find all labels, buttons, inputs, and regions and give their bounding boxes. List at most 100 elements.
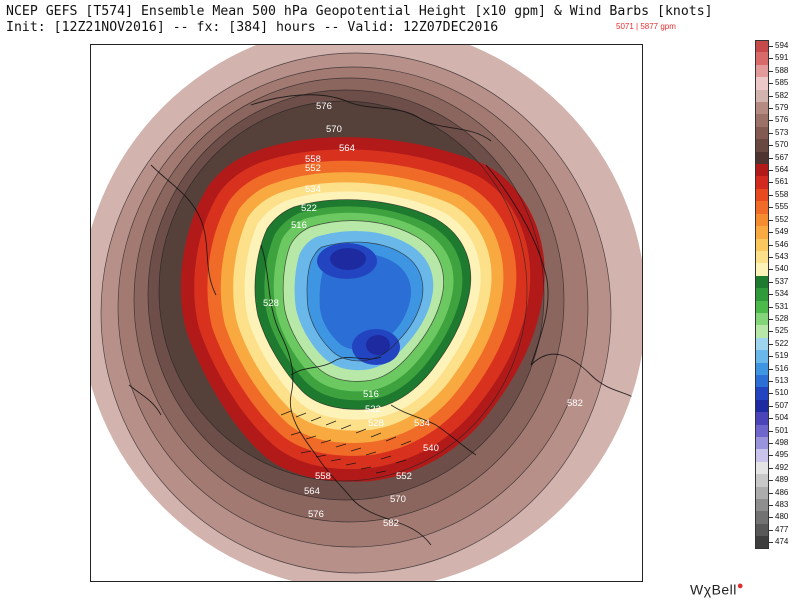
colorbar-swatch [755,337,769,351]
colorbar-label: 579 [775,103,789,113]
colorbar-tick [769,83,773,85]
colorbar-tick [769,318,773,320]
colorbar-tick [769,182,773,184]
colorbar-swatch [755,424,769,437]
colorbar-label: 510 [775,388,789,398]
colorbar-level: 489 [755,474,803,487]
colorbar-tick [769,306,773,308]
colorbar-level: 543 [755,250,803,264]
colorbar-tick [769,480,773,482]
wxbell-logo: WχBell● [690,580,744,598]
colorbar-level: 570 [755,139,803,152]
colorbar-level: 516 [755,362,803,375]
colorbar-level: 537 [755,275,803,289]
colorbar-swatch [755,437,769,450]
colorbar-tick [769,418,773,420]
colorbar-tick [769,232,773,234]
wind-barbs [280,410,412,474]
colorbar-tick [769,294,773,296]
colorbar-swatch [755,387,769,400]
colorbar-level: 585 [755,77,803,90]
colorbar-swatch [755,325,769,338]
colorbar-level: 519 [755,350,803,363]
colorbar-tick [769,443,773,444]
colorbar-swatch [755,412,769,425]
colorbar-tick [769,455,773,457]
colorbar-swatch [755,263,769,276]
colorbar-swatch [755,362,769,375]
colorbar-level: 546 [755,238,803,251]
contour-label: 516 [363,389,379,400]
colorbar-swatch [755,486,769,500]
colorbar-tick [769,331,773,333]
colorbar-tick [769,368,773,370]
colorbar-label: 525 [775,326,789,336]
colorbar-tick [769,356,773,358]
contour-label: 564 [339,143,355,154]
colorbar-swatch [755,523,769,537]
colorbar-label: 585 [775,78,789,88]
contour-label: 576 [316,101,332,112]
polar-map-panel: 576 570 564 558 552 534 522 516 528 582 … [90,44,643,582]
colorbar-swatch [755,77,769,90]
colorbar-label: 519 [775,351,789,361]
colorbar-swatch [755,164,769,177]
colorbar-swatch [755,238,769,251]
colorbar-label: 480 [775,512,789,522]
height-range-label: 5071 | 5877 gpm [616,22,676,31]
colorbar-swatch [755,226,769,239]
colorbar-label: 567 [775,152,789,162]
colorbar-level: 534 [755,288,803,301]
contour-label: 534 [414,418,430,429]
contour-label: 528 [368,418,384,429]
colorbar-label: 516 [775,363,789,373]
colorbar-level: 576 [755,114,803,127]
colorbar-level: 477 [755,523,803,537]
colorbar-label: 588 [775,65,789,75]
colorbar-level: 480 [755,511,803,524]
colorbar-level: 531 [755,300,803,313]
colorbar-level: 588 [755,64,803,78]
colorbar-tick [769,70,773,72]
colorbar-swatch [755,288,769,301]
colorbar-tick [769,194,773,196]
colorbar-swatch [755,213,769,227]
colorbar-swatch [755,250,769,264]
height-colorbar: 594 591 588 585 582 579 576 573 570 567 564 561 558 5… [755,40,803,549]
colorbar-label: 483 [775,500,789,510]
colorbar-level: 540 [755,263,803,276]
colorbar-level: 498 [755,437,803,450]
colorbar-swatch [755,176,769,189]
colorbar-level: 594 [755,40,803,53]
colorbar-swatch [755,151,769,165]
colorbar-level: 564 [755,164,803,177]
colorbar-level: 555 [755,201,803,214]
colorbar-tick [769,430,773,432]
contour-label: 552 [305,163,321,174]
contour-labels: 576 570 564 558 552 534 522 516 528 582 … [263,101,583,529]
colorbar-label: 534 [775,289,789,299]
colorbar-label: 513 [775,375,789,385]
colorbar-label: 582 [775,90,789,100]
colorbar-label: 486 [775,487,789,497]
colorbar-swatch [755,275,769,289]
colorbar-label: 501 [775,425,789,435]
colorbar-swatch [755,300,769,313]
colorbar-label: 570 [775,140,789,150]
colorbar-label: 492 [775,462,789,472]
colorbar-label: 552 [775,214,789,224]
coastlines [128,94,642,546]
colorbar-tick [769,256,773,258]
colorbar-tick [769,269,773,271]
colorbar-tick [769,343,773,345]
colorbar-level: 573 [755,126,803,140]
colorbar-swatch [755,449,769,462]
colorbar-tick [769,281,773,283]
colorbar-tick [769,120,773,122]
colorbar-level: 483 [755,499,803,512]
colorbar-tick [769,108,773,110]
colorbar-tick [769,132,773,134]
colorbar-level: 582 [755,89,803,103]
colorbar-label: 546 [775,239,789,249]
colorbar-tick [769,517,773,519]
